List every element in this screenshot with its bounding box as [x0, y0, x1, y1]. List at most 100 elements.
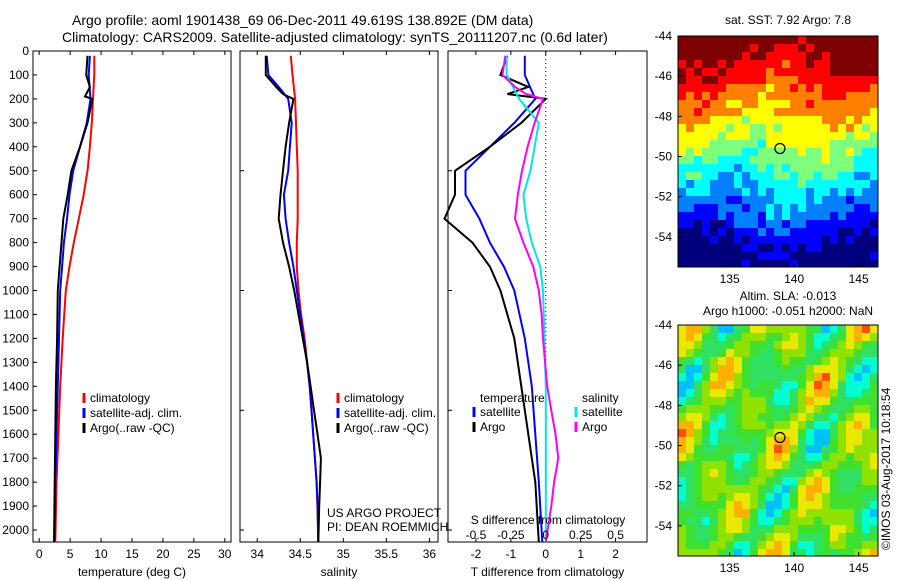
sst_map-cell	[862, 52, 870, 60]
sla_map-cell	[774, 445, 782, 453]
sst_map-cell	[718, 68, 726, 76]
sst_map-cell	[750, 108, 758, 116]
sla_map-cell	[830, 453, 838, 461]
sst_map-cell	[790, 212, 798, 220]
sla_map-cell	[830, 357, 838, 365]
sla_map-cell	[742, 429, 750, 437]
sla_map-cell	[790, 373, 798, 381]
sla_map-cell	[734, 509, 742, 517]
sla_map-cell	[838, 549, 846, 556]
sla_map-cell	[854, 405, 862, 413]
sla_map-cell	[718, 509, 726, 517]
sst_map-ytick-label: -52	[655, 190, 673, 204]
sst_map-cell	[822, 228, 830, 236]
sla_map-cell	[718, 445, 726, 453]
sla_map-cell	[822, 397, 830, 405]
sla_map-cell	[790, 381, 798, 389]
sst_map-cell	[678, 44, 686, 52]
sla_map-cell	[790, 501, 798, 509]
temperature-ytick-label: 100	[9, 68, 29, 82]
sla_map-cell	[734, 405, 742, 413]
sla_map-cell	[822, 517, 830, 525]
sst_map-cell	[814, 204, 822, 212]
sla_map-cell	[758, 429, 766, 437]
sla_map-cell	[798, 373, 806, 381]
sst_map-cell	[686, 52, 694, 60]
sst_map-cell	[782, 132, 790, 140]
sst_map-cell	[862, 156, 870, 164]
sst_map-cell	[758, 44, 766, 52]
sla_map-cell	[846, 365, 854, 373]
sla_map-cell	[798, 333, 806, 341]
sst_map-cell	[742, 196, 750, 204]
sla_map-cell	[678, 413, 686, 421]
temperature-ytick-label: 600	[9, 188, 29, 202]
sst_map-cell	[766, 76, 774, 84]
sla_map-cell	[790, 405, 798, 413]
sst_map-cell	[718, 148, 726, 156]
sla_map-cell	[678, 469, 686, 477]
sst_map-cell	[862, 244, 870, 252]
sst_map-cell	[758, 172, 766, 180]
sla_map-cell	[726, 413, 734, 421]
sst_map-cell	[774, 68, 782, 76]
sla_map-cell	[710, 549, 718, 556]
sla_map-cell	[782, 357, 790, 365]
sla_map-cell	[862, 413, 870, 421]
sst_map-cell	[774, 108, 782, 116]
sst_map-cell	[854, 172, 862, 180]
sst_map-cell	[678, 252, 686, 260]
sla_map-cell	[822, 389, 830, 397]
sla_map-cell	[726, 453, 734, 461]
sst_map-cell	[710, 68, 718, 76]
sla_map-cell	[678, 365, 686, 373]
sla_map-cell	[766, 509, 774, 517]
sla_map-cell	[782, 469, 790, 477]
sst_map-cell	[854, 124, 862, 132]
sla_map-cell	[678, 453, 686, 461]
sst_map-cell	[710, 52, 718, 60]
sla_map-cell	[774, 485, 782, 493]
sst_map-cell	[742, 108, 750, 116]
sla_map-cell	[774, 413, 782, 421]
sst_map-cell	[870, 132, 878, 140]
sst_map-cell	[846, 260, 854, 267]
sla_map-cell	[694, 325, 702, 333]
sst_map-cell	[830, 44, 838, 52]
sst_map-cell	[686, 236, 694, 244]
sst_map-cell	[758, 92, 766, 100]
sst_map-cell	[806, 100, 814, 108]
sst_map-cell	[742, 92, 750, 100]
sst_map-cell	[678, 76, 686, 84]
sla_map-cell	[694, 333, 702, 341]
sla_map-cell	[726, 509, 734, 517]
sst_map-cell	[686, 108, 694, 116]
sst_map-cell	[726, 84, 734, 92]
sst_map-cell	[678, 60, 686, 68]
salinity-plot-frame	[239, 50, 439, 543]
sst_map-cell	[854, 228, 862, 236]
sst_map-cell	[814, 44, 822, 52]
sla_map-cell	[686, 397, 694, 405]
sst_map-cell	[734, 84, 742, 92]
sla_map-cell	[702, 509, 710, 517]
sla_map-cell	[846, 549, 854, 556]
sst_map-cell	[846, 196, 854, 204]
sla_map-cell	[702, 357, 710, 365]
sst_map-cell	[782, 260, 790, 267]
sla_map-cell	[742, 453, 750, 461]
sla_map-cell	[686, 341, 694, 349]
sla_map-cell	[830, 533, 838, 541]
sla_map-cell	[822, 469, 830, 477]
sst_map-cell	[790, 220, 798, 228]
sst_map-cell	[862, 36, 870, 44]
temperature-xtick-label: 25	[187, 547, 201, 561]
sst_map-cell	[790, 84, 798, 92]
sst_map-cell	[678, 36, 686, 44]
sst_map-cell	[830, 60, 838, 68]
sla_map-cell	[782, 373, 790, 381]
sla_map-cell	[790, 421, 798, 429]
sla_map-cell	[870, 541, 878, 549]
sla_map-cell	[766, 389, 774, 397]
sla_map-cell	[806, 365, 814, 373]
